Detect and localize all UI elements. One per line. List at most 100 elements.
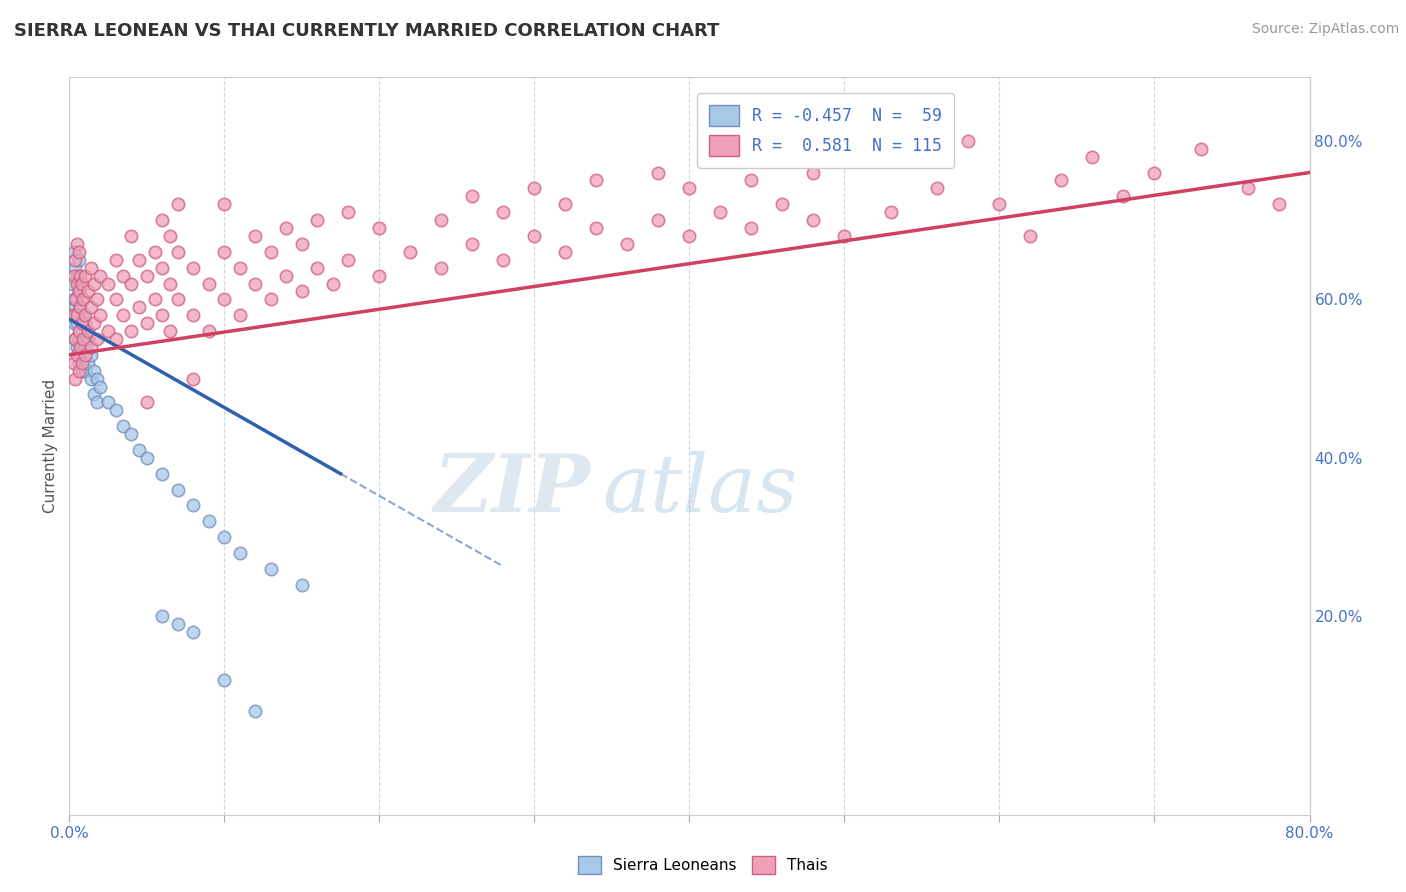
Point [803, 165, 825, 179]
Point [291, 285, 314, 299]
Legend: Sierra Leoneans, Thais: Sierra Leoneans, Thais [572, 850, 834, 880]
Point [1189, 142, 1212, 156]
Point [80, 300, 103, 314]
Point [70, 277, 93, 291]
Point [927, 181, 949, 195]
Point [89, 268, 111, 283]
Point [66, 277, 89, 291]
Point [322, 277, 344, 291]
Point [104, 293, 127, 307]
Point [554, 197, 576, 211]
Point [120, 277, 142, 291]
Point [166, 293, 188, 307]
Point [120, 229, 142, 244]
Point [291, 577, 314, 591]
Point [69, 300, 91, 314]
Point [112, 419, 135, 434]
Point [63, 268, 86, 283]
Point [80, 348, 103, 362]
Point [120, 427, 142, 442]
Point [197, 514, 219, 528]
Point [66, 293, 89, 307]
Point [143, 244, 166, 259]
Y-axis label: Currently Married: Currently Married [44, 379, 58, 513]
Point [834, 229, 856, 244]
Point [86, 332, 108, 346]
Point [150, 260, 173, 275]
Point [159, 324, 181, 338]
Point [66, 316, 89, 330]
Point [1019, 229, 1042, 244]
Point [166, 244, 188, 259]
Point [988, 197, 1011, 211]
Point [678, 181, 700, 195]
Point [709, 205, 731, 219]
Point [89, 379, 111, 393]
Point [307, 260, 329, 275]
Point [67, 324, 90, 338]
Point [67, 308, 90, 322]
Point [73, 316, 96, 330]
Point [97, 277, 120, 291]
Point [150, 609, 173, 624]
Point [128, 252, 150, 267]
Point [181, 260, 204, 275]
Point [83, 316, 105, 330]
Point [104, 252, 127, 267]
Point [65, 293, 87, 307]
Point [461, 236, 484, 251]
Point [120, 324, 142, 338]
Point [80, 340, 103, 354]
Point [67, 252, 90, 267]
Point [86, 371, 108, 385]
Point [135, 395, 157, 409]
Point [66, 308, 89, 322]
Point [245, 705, 267, 719]
Point [72, 308, 94, 322]
Point [80, 371, 103, 385]
Point [159, 277, 181, 291]
Point [83, 364, 105, 378]
Point [97, 395, 120, 409]
Point [1267, 197, 1289, 211]
Point [73, 268, 96, 283]
Point [104, 403, 127, 417]
Point [957, 134, 980, 148]
Point [1050, 173, 1073, 187]
Point [66, 236, 89, 251]
Point [76, 356, 98, 370]
Text: Source: ZipAtlas.com: Source: ZipAtlas.com [1251, 22, 1399, 37]
Point [276, 221, 298, 235]
Point [67, 285, 90, 299]
Point [770, 197, 793, 211]
Point [63, 356, 86, 370]
Point [159, 229, 181, 244]
Point [67, 356, 90, 370]
Point [245, 277, 267, 291]
Point [197, 324, 219, 338]
Point [166, 197, 188, 211]
Point [337, 205, 360, 219]
Point [65, 332, 87, 346]
Point [214, 293, 236, 307]
Point [70, 316, 93, 330]
Point [104, 332, 127, 346]
Point [461, 189, 484, 203]
Point [86, 293, 108, 307]
Point [65, 300, 87, 314]
Point [80, 260, 103, 275]
Point [67, 244, 90, 259]
Point [166, 617, 188, 632]
Point [83, 387, 105, 401]
Point [69, 324, 91, 338]
Point [260, 244, 283, 259]
Point [76, 324, 98, 338]
Point [214, 244, 236, 259]
Point [66, 340, 89, 354]
Point [492, 205, 515, 219]
Point [214, 530, 236, 544]
Point [112, 308, 135, 322]
Point [585, 221, 607, 235]
Point [63, 244, 86, 259]
Point [97, 324, 120, 338]
